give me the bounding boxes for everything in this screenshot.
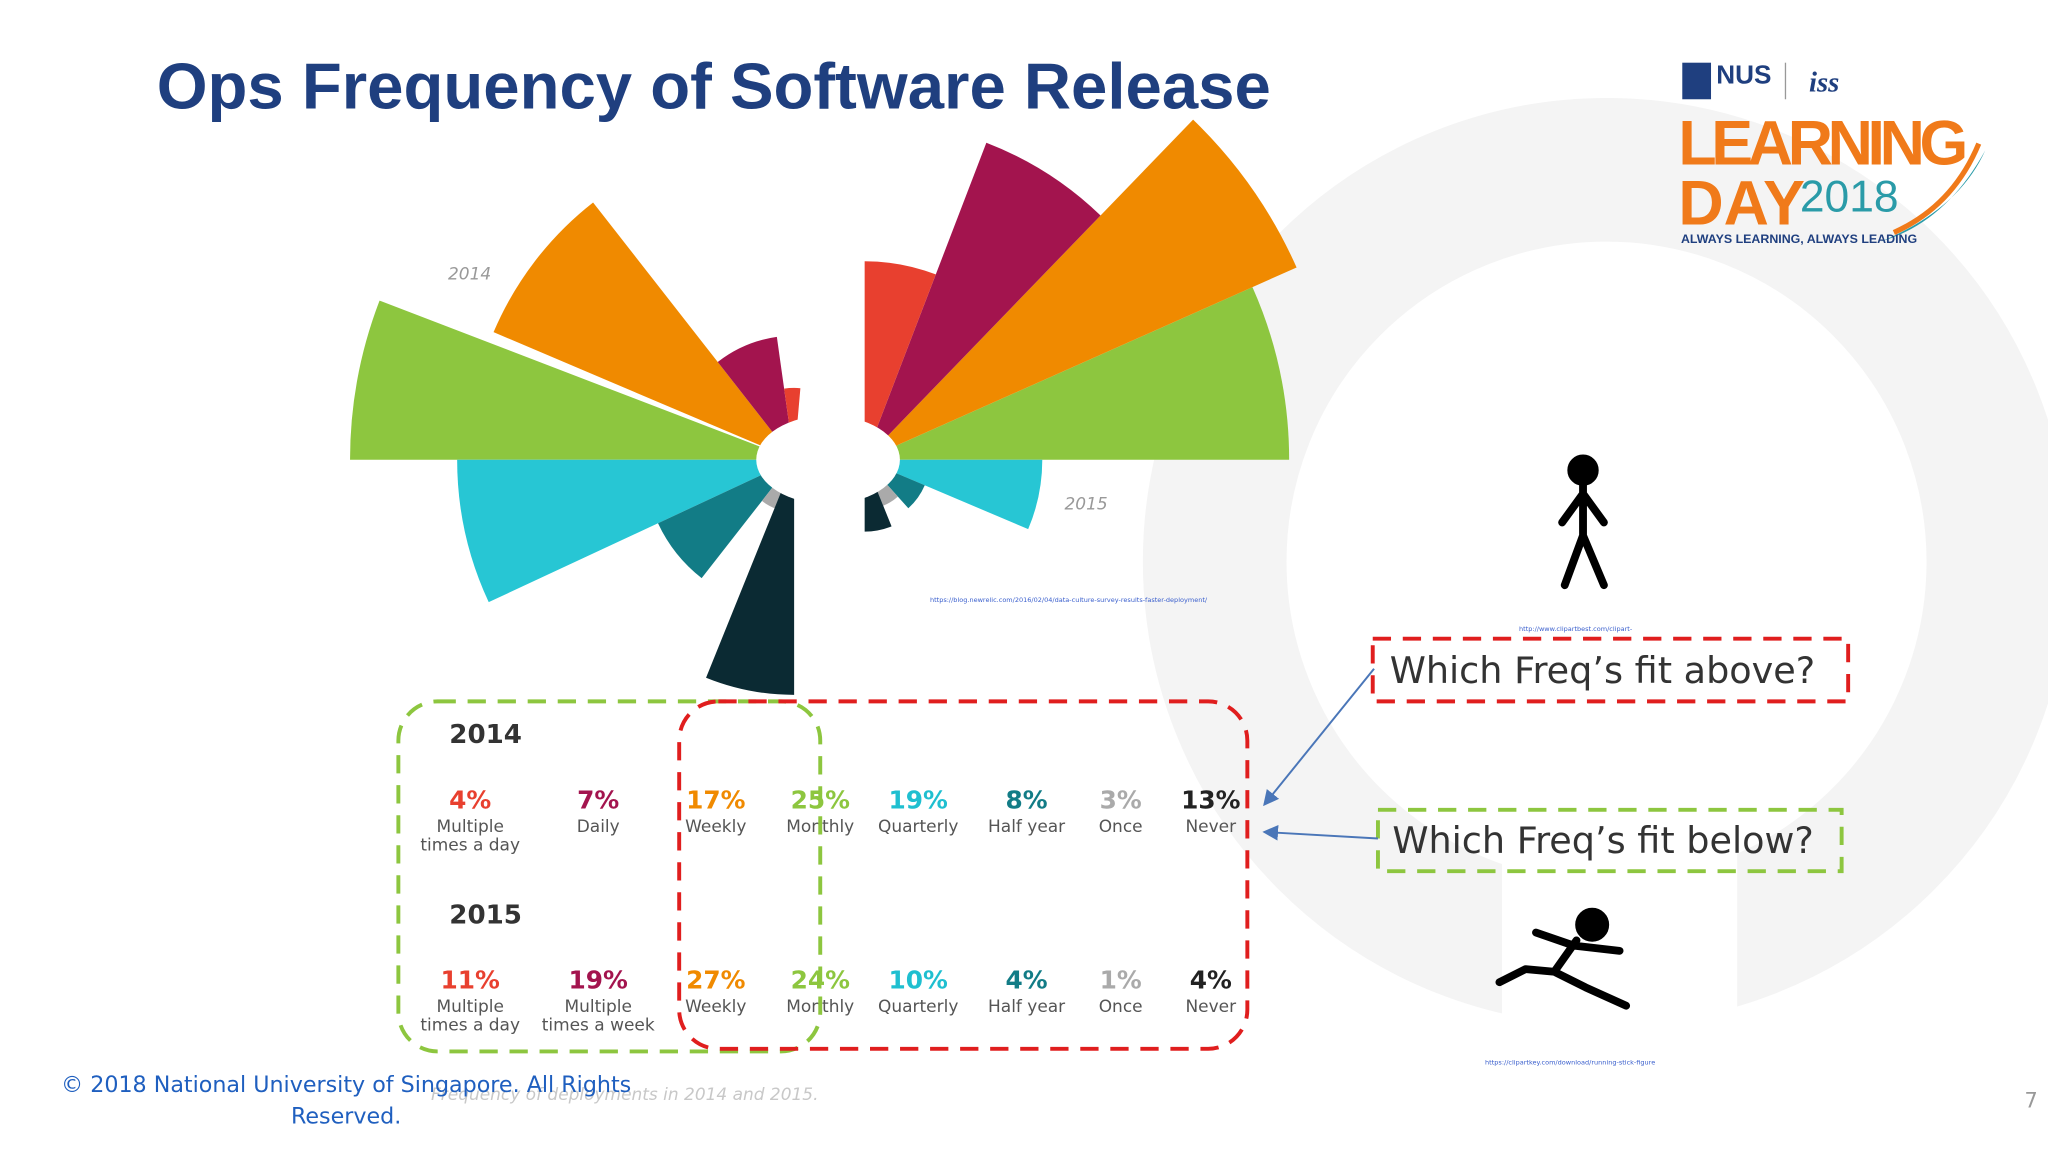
frequency-label: Once (1099, 997, 1143, 1017)
source-url: https://blog.newrelic.com/2016/02/04/dat… (930, 596, 1208, 604)
rose-wedge (864, 459, 1043, 530)
percent: 7% (577, 785, 619, 814)
figure-url: https://clipartkey.com/download/running-… (1485, 1058, 1655, 1066)
frequency-label: Quarterly (878, 817, 958, 837)
rose-wedge (864, 142, 1101, 460)
rose-wedge (350, 300, 795, 460)
frequency-label: Multiple (565, 997, 632, 1017)
percent: 17% (686, 785, 746, 814)
frequency-label: times a day (420, 1016, 520, 1036)
rose-wedge (457, 459, 795, 603)
caption: Frequency of deployments in 2014 and 201… (431, 1085, 818, 1105)
rose-wedge (706, 459, 795, 695)
footer: Reserved. (291, 1103, 401, 1129)
callout-box (1375, 807, 1844, 874)
footer: © 2018 National University of Singapore.… (61, 1072, 631, 1098)
percent: 4% (1190, 966, 1232, 995)
year-text: 2018 (1800, 173, 1899, 222)
percent: 27% (686, 966, 746, 995)
rose-year-label: 2015 (1064, 494, 1107, 514)
frequency-label: Once (1099, 817, 1143, 837)
figure-url: http://www.clipartbest.com/clipart- (1519, 625, 1633, 633)
nus-crest (1682, 62, 1712, 100)
day-text: DAY (1678, 169, 1805, 239)
page-number: 7 (2024, 1089, 2037, 1113)
arrow (1263, 668, 1375, 807)
logo: NUS iss LEARNING DAY 2018 ALWAYS LEARNIN… (1678, 60, 1986, 246)
percent: 8% (1006, 785, 1048, 814)
percent: 13% (1181, 785, 1241, 814)
callout-text: Which Freq’s fit above? (1390, 649, 1816, 692)
frequency-label: Half year (988, 997, 1065, 1017)
rose-wedge (864, 261, 936, 460)
percent: 19% (889, 785, 949, 814)
year-heading: 2014 (449, 720, 522, 750)
title: Ops Frequency of Software Release (157, 49, 1271, 122)
rose-wedge (717, 336, 795, 460)
percent: 1% (1100, 966, 1142, 995)
running-figure (1495, 907, 1631, 1010)
logo-swoosh (1892, 142, 1982, 235)
callout-text: Which Freq’s fit below? (1392, 819, 1814, 862)
frequency-label: Quarterly (878, 997, 958, 1017)
iss-text: iss (1809, 66, 1839, 98)
rose-hole (756, 415, 900, 505)
tagline: ALWAYS LEARNING, ALWAYS LEADING (1681, 232, 1917, 246)
rose-wedge (493, 202, 795, 460)
red-dashed-box (677, 699, 1250, 1051)
percent: 10% (889, 966, 949, 995)
rose-wedge (864, 287, 1290, 460)
frequency-label: Daily (577, 817, 620, 837)
frequency-label: Half year (988, 817, 1065, 837)
frequency-label: Weekly (685, 817, 746, 837)
arrow (1262, 824, 1379, 841)
year-heading: 2015 (449, 900, 522, 930)
green-dashed-box (396, 699, 823, 1054)
frequency-label: Multiple (437, 997, 504, 1017)
frequency-label: Never (1185, 997, 1236, 1017)
background-panel (1502, 417, 1738, 1098)
frequency-label: times a day (420, 835, 520, 855)
frequency-label: Never (1185, 817, 1236, 837)
frequency-label: Weekly (685, 997, 746, 1017)
rose-wedge (864, 119, 1297, 460)
frequency-label: times a week (542, 1016, 655, 1036)
percent: 4% (449, 785, 491, 814)
percent: 19% (569, 966, 629, 995)
rose-wedge (657, 459, 795, 579)
walking-figure (1558, 454, 1608, 590)
percent: 3% (1100, 785, 1142, 814)
learning-text: LEARNING (1678, 109, 1968, 179)
frequency-label: Multiple (437, 817, 504, 837)
rose-year-label: 2014 (448, 265, 491, 285)
percent: 11% (441, 966, 501, 995)
nus-text: NUS (1716, 60, 1771, 90)
percent: 4% (1006, 966, 1048, 995)
